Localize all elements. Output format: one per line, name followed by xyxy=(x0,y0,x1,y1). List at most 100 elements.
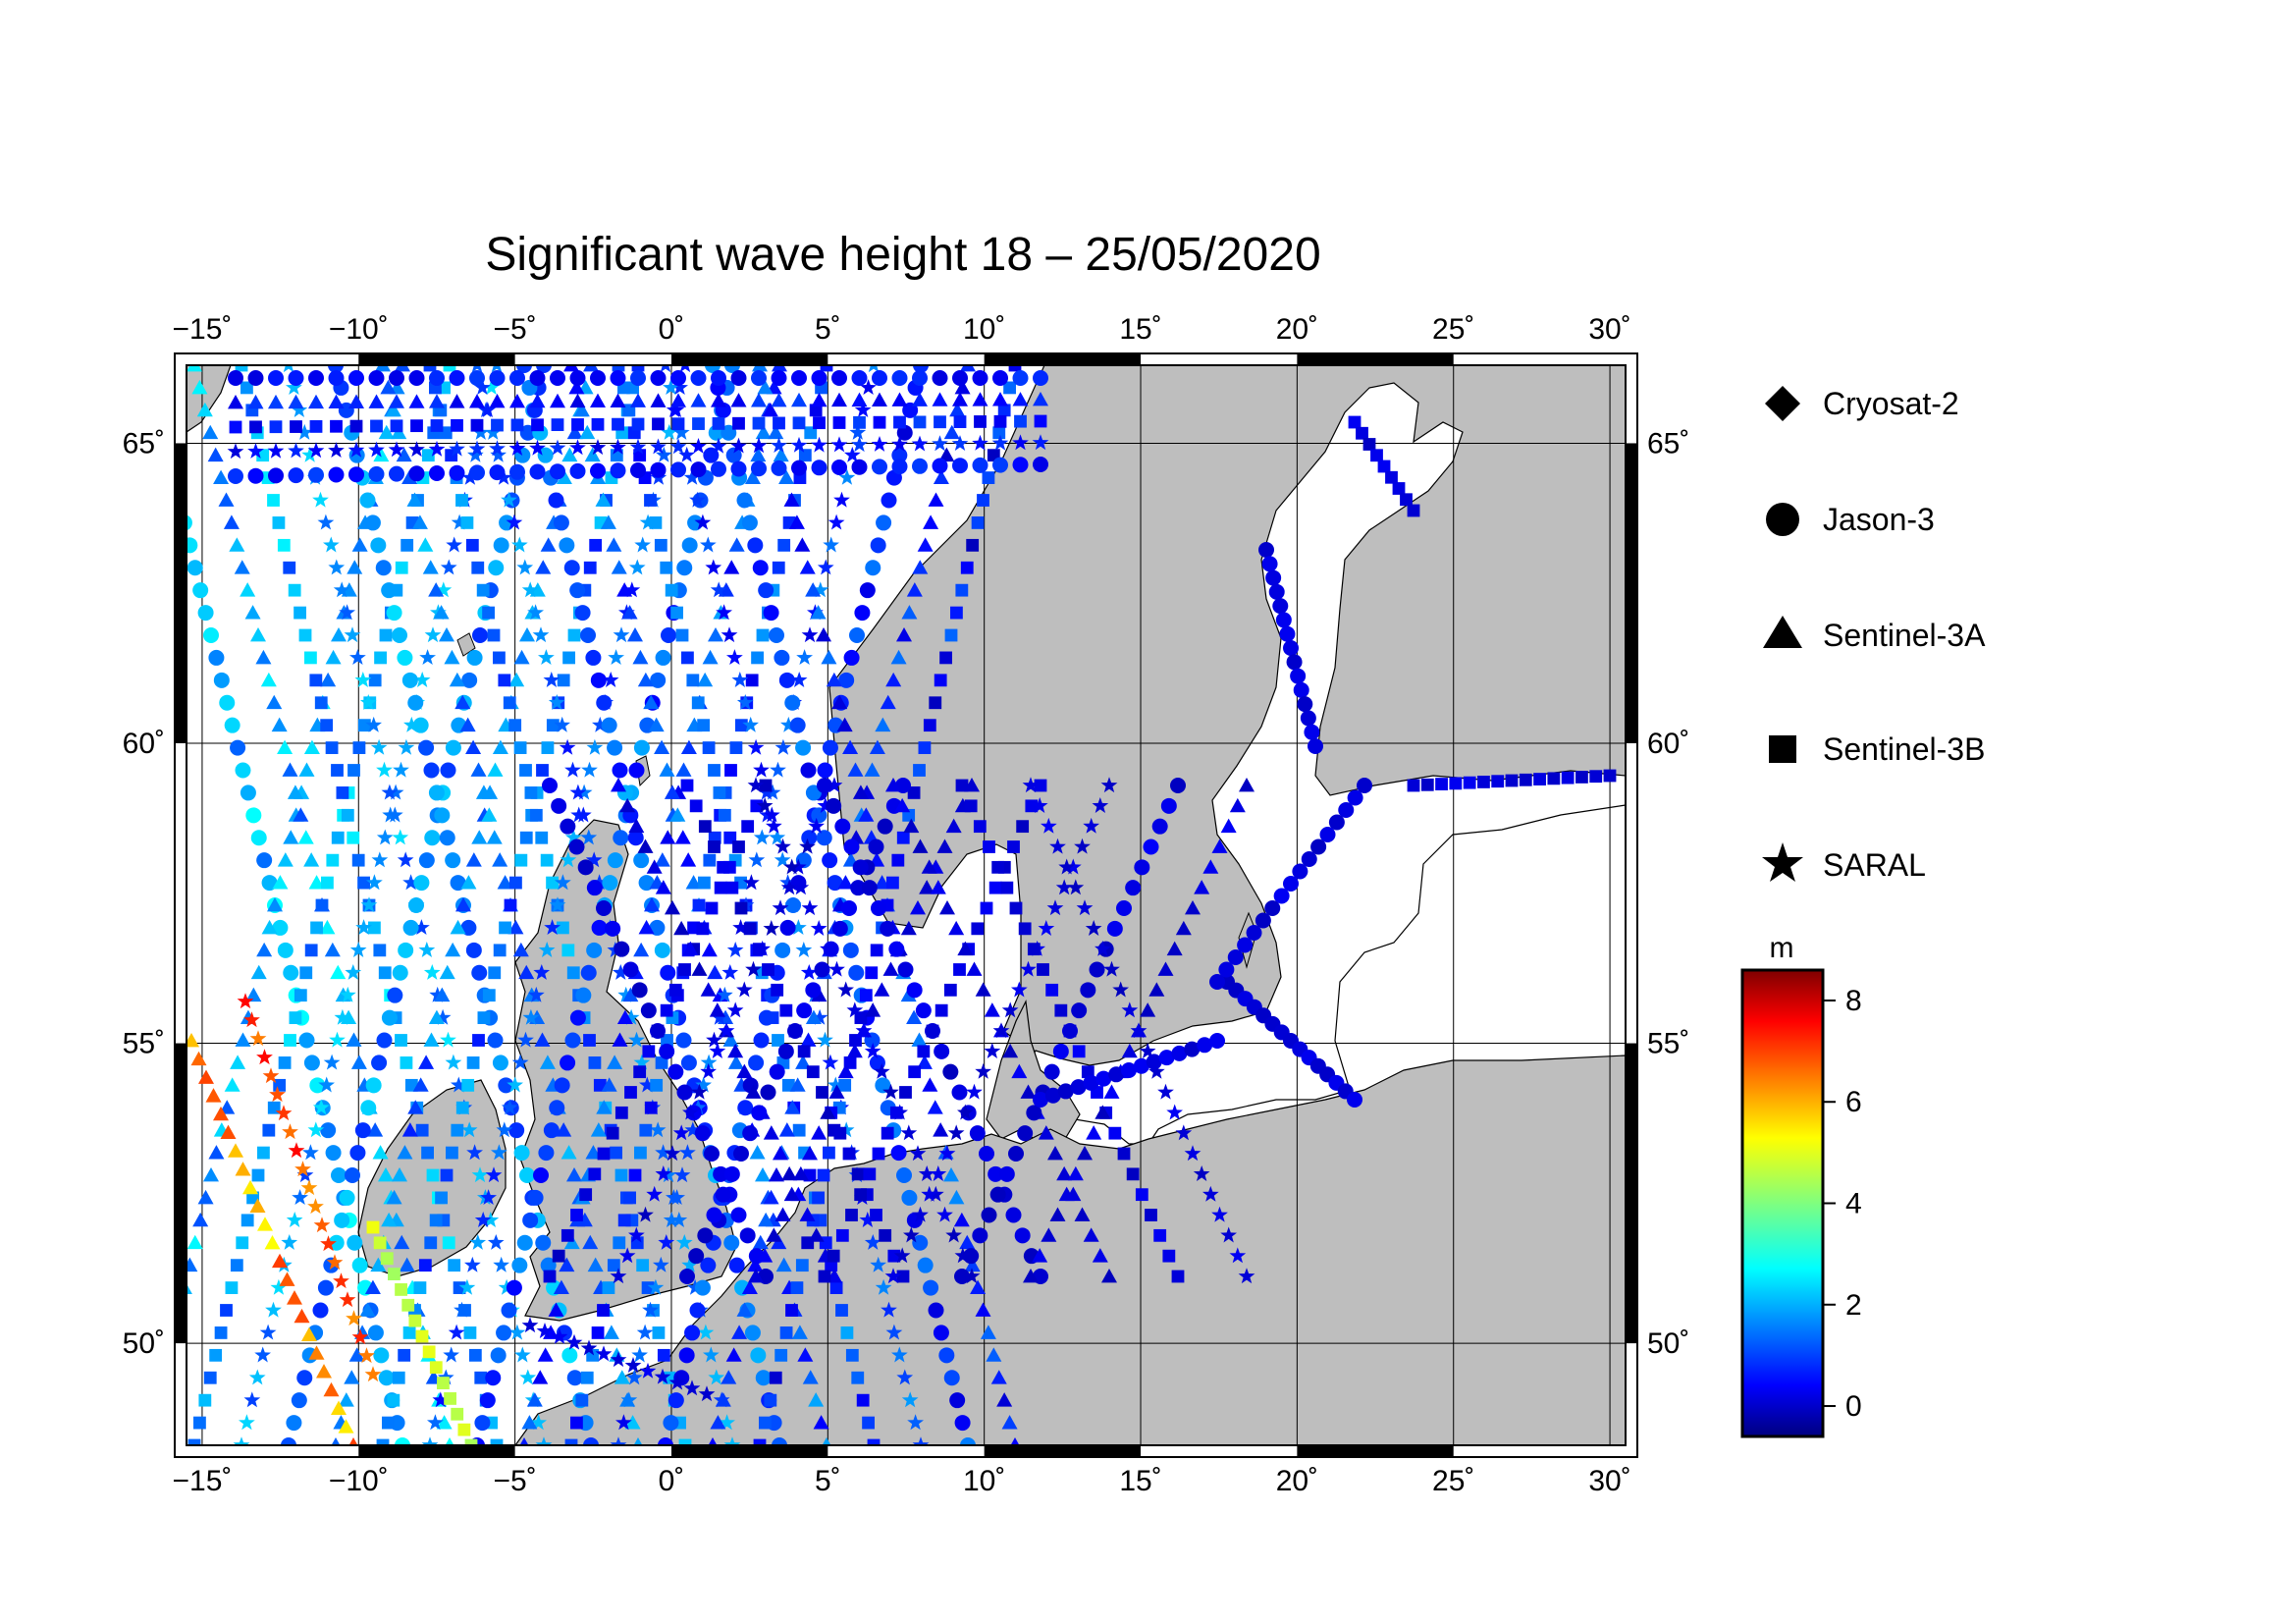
track-point xyxy=(1033,457,1048,472)
track-point xyxy=(654,1368,671,1384)
track-point xyxy=(552,1249,565,1263)
track-point xyxy=(972,457,988,473)
track-point xyxy=(755,424,772,440)
track-point xyxy=(679,1269,695,1284)
track-point xyxy=(1072,1045,1086,1058)
track-point xyxy=(934,1043,950,1059)
track-point xyxy=(631,1346,648,1363)
track-point xyxy=(653,1256,669,1272)
track-point xyxy=(875,717,891,732)
track-point xyxy=(633,739,650,756)
track-point xyxy=(224,1077,240,1092)
track-point xyxy=(901,1391,919,1408)
track-point xyxy=(842,739,859,754)
track-point xyxy=(1003,381,1016,395)
track-point xyxy=(624,1357,642,1373)
track-point xyxy=(1477,776,1490,788)
track-point xyxy=(734,901,748,915)
track-point xyxy=(551,418,564,431)
track-point xyxy=(627,830,644,846)
track-point xyxy=(187,1033,199,1048)
legend-item-sentinel-3a: Sentinel-3A xyxy=(1763,616,1986,653)
track-point xyxy=(469,464,485,481)
track-point xyxy=(1202,859,1219,874)
track-point xyxy=(698,876,711,890)
track-point xyxy=(875,1077,891,1094)
track-point xyxy=(660,964,676,981)
track-point xyxy=(286,1415,302,1432)
track-point xyxy=(949,1392,966,1409)
lat-label-left: 55˚ xyxy=(123,1028,165,1060)
track-point xyxy=(1049,838,1066,854)
track-point xyxy=(831,460,847,475)
track-point xyxy=(347,764,360,777)
track-point xyxy=(445,1437,454,1445)
track-point xyxy=(309,420,323,433)
track-point xyxy=(368,674,382,687)
track-point xyxy=(816,830,832,846)
track-point xyxy=(250,830,267,846)
track-point xyxy=(911,1032,928,1047)
track-point xyxy=(1229,1247,1247,1264)
track-point xyxy=(759,1416,772,1430)
track-point xyxy=(535,560,552,574)
track-point xyxy=(960,365,976,372)
track-point xyxy=(436,1415,453,1430)
track-point xyxy=(963,1268,981,1284)
track-point xyxy=(778,672,795,688)
track-point xyxy=(809,404,823,417)
track-point xyxy=(595,492,612,507)
track-point xyxy=(1056,1165,1073,1181)
track-point xyxy=(246,1191,259,1205)
track-point xyxy=(1092,1248,1108,1263)
water-baltic xyxy=(1020,382,1626,1145)
track-point xyxy=(893,415,906,429)
track-point xyxy=(627,627,643,642)
track-point xyxy=(650,438,667,455)
track-point xyxy=(228,395,243,409)
track-point xyxy=(150,1392,166,1406)
track-point xyxy=(680,779,694,792)
track-point xyxy=(945,818,962,834)
track-point xyxy=(660,830,676,844)
track-point xyxy=(1255,912,1271,929)
lat-label-left: 65˚ xyxy=(123,427,165,460)
map-area: −15˚−15˚−10˚−10˚−5˚−5˚0˚0˚5˚5˚10˚10˚15˚1… xyxy=(123,313,1690,1497)
track-point xyxy=(451,418,463,432)
lat-label-right: 55˚ xyxy=(1647,1028,1689,1060)
track-point xyxy=(811,807,828,824)
track-point xyxy=(798,449,812,462)
track-point xyxy=(843,1056,857,1069)
track-point xyxy=(596,900,612,916)
track-point xyxy=(370,537,387,554)
track-point xyxy=(230,1055,246,1069)
track-point xyxy=(307,1198,324,1215)
track-point xyxy=(639,514,657,530)
track-point xyxy=(912,392,928,406)
track-point xyxy=(406,492,423,507)
track-point xyxy=(300,1179,318,1196)
track-point xyxy=(1160,797,1177,814)
track-point xyxy=(371,851,389,868)
track-point xyxy=(708,1437,718,1445)
track-point xyxy=(573,402,590,417)
track-point xyxy=(742,716,759,732)
track-point xyxy=(349,942,367,957)
track-point xyxy=(682,1104,699,1120)
track-point xyxy=(851,1371,865,1384)
track-point xyxy=(485,1166,503,1183)
track-point xyxy=(345,1167,360,1183)
track-point xyxy=(1121,1001,1139,1018)
track-point xyxy=(257,1146,270,1160)
track-point xyxy=(334,1212,350,1228)
track-point xyxy=(417,537,434,552)
track-point xyxy=(868,365,880,373)
track-point xyxy=(435,581,453,598)
legend-label-saral: SARAL xyxy=(1823,847,1926,883)
track-point xyxy=(607,1259,620,1272)
track-point xyxy=(1589,770,1603,784)
track-point xyxy=(723,560,740,574)
track-point xyxy=(912,458,928,474)
track-point xyxy=(673,1166,691,1183)
track-point xyxy=(249,1030,267,1047)
